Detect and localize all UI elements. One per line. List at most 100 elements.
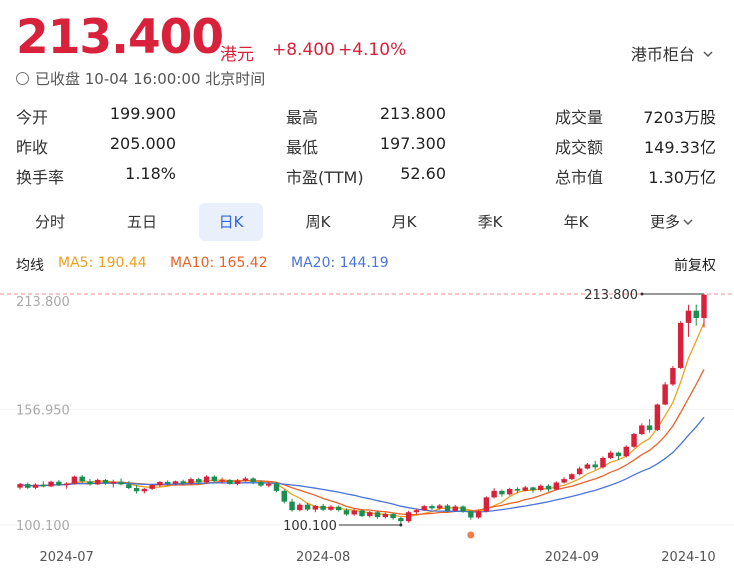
- stat-value-low: 197.300: [379, 134, 446, 153]
- candle-body: [242, 478, 249, 481]
- candle-body: [359, 510, 365, 517]
- candle-body: [110, 481, 116, 484]
- candle-body: [141, 488, 148, 492]
- candle-body: [219, 479, 225, 481]
- tab-yearly-k[interactable]: 年K: [563, 213, 589, 231]
- ma10-line: [19, 369, 705, 516]
- candle-body: [623, 446, 629, 457]
- stat-label-open: 今开: [16, 108, 49, 127]
- candle-body: [297, 504, 303, 511]
- market-status: 已收盘 10-04 16:00:00 北京时间: [16, 68, 265, 89]
- candle-body: [592, 464, 598, 468]
- candle-body: [382, 514, 389, 518]
- ma5-legend: MA5: 190.44: [58, 255, 147, 271]
- event-marker-dot: [467, 531, 475, 539]
- candle-body: [413, 510, 420, 513]
- candle-body: [48, 481, 54, 487]
- candle-body: [475, 511, 482, 518]
- stat-value-pe-ttm: 52.60: [400, 164, 446, 183]
- counter-select[interactable]: 港币柜台: [631, 41, 714, 65]
- ma10-legend: MA10: 165.42: [170, 255, 268, 271]
- price-change-percent: +4.10%: [338, 40, 407, 60]
- candle-body: [328, 506, 334, 510]
- kline-chart[interactable]: 213.800 156.950 100.100 2024-07 2024-08 2024-…: [0, 282, 734, 577]
- candle-body: [164, 481, 171, 484]
- candle-body: [553, 482, 560, 490]
- candle-body: [149, 485, 155, 489]
- y-tick-label: 100.100: [16, 519, 70, 534]
- candle-body: [79, 476, 85, 482]
- candle-body: [561, 479, 567, 483]
- tab-intraday[interactable]: 分时: [34, 213, 65, 231]
- candle-body: [468, 511, 474, 518]
- tab-daily-k[interactable]: 日K: [199, 203, 263, 241]
- candle-body: [102, 479, 109, 484]
- candle-body: [693, 310, 699, 318]
- candle-body: [429, 506, 435, 509]
- candle-body: [312, 505, 319, 510]
- ma-label: 均线: [16, 258, 44, 274]
- candle-body: [437, 505, 443, 509]
- candle-body: [172, 481, 179, 484]
- candle-body: [95, 479, 101, 485]
- candle-body: [273, 483, 280, 491]
- candle-body: [289, 501, 295, 511]
- y-tick-label: 213.800: [16, 295, 70, 310]
- candle-body: [227, 479, 233, 484]
- stat-label-low: 最低: [286, 138, 319, 157]
- x-tick-label: 2024-09: [545, 550, 599, 565]
- candle-body: [639, 425, 645, 434]
- tab-weekly-k[interactable]: 周K: [305, 213, 331, 231]
- y-tick-label: 156.950: [16, 404, 70, 419]
- stat-value-turnover-rate: 1.18%: [125, 164, 176, 183]
- stat-value-high: 213.800: [379, 104, 446, 123]
- last-price: 213.400: [16, 10, 224, 65]
- tab-more[interactable]: 更多: [640, 203, 704, 241]
- x-tick-label: 2024-08: [296, 550, 350, 565]
- stat-label-turnover: 成交额: [555, 138, 604, 157]
- clock-icon: [16, 72, 29, 85]
- stat-label-market-cap: 总市值: [555, 168, 604, 187]
- price-change: +8.400: [272, 40, 335, 60]
- candle-body: [281, 490, 287, 502]
- stat-label-pe-ttm: 市盈(TTM): [286, 168, 364, 187]
- candle-body: [654, 404, 661, 430]
- stat-value-open: 199.900: [109, 104, 176, 123]
- stat-value-market-cap: 1.30万亿: [648, 168, 716, 187]
- candle-body: [335, 506, 342, 511]
- candle-body: [545, 485, 552, 490]
- tab-more-label: 更多: [649, 213, 680, 231]
- high-marker-label: 213.800: [584, 288, 638, 303]
- period-tabs: 分时 五日 日K 周K 月K 季K 年K 更多: [0, 203, 734, 241]
- candle-body: [32, 484, 39, 488]
- tab-monthly-k[interactable]: 月K: [391, 213, 417, 231]
- candle-body: [608, 452, 614, 458]
- candle-body: [367, 512, 373, 517]
- low-marker-dot: [399, 523, 403, 527]
- tab-quarterly-k[interactable]: 季K: [477, 213, 503, 231]
- chevron-down-icon: [683, 219, 693, 225]
- adjust-mode[interactable]: 前复权: [674, 258, 716, 274]
- candle-body: [483, 497, 490, 512]
- x-tick-label: 2024-10: [661, 550, 715, 565]
- candle-body: [196, 479, 202, 483]
- candle-body: [266, 483, 272, 486]
- counter-select-label: 港币柜台: [630, 45, 695, 64]
- candle-body: [180, 481, 186, 484]
- candle-body: [25, 484, 31, 488]
- candle-body: [514, 489, 521, 491]
- stat-value-prev-close: 205.000: [109, 134, 176, 153]
- candle-body: [234, 480, 241, 484]
- candle-body: [304, 504, 311, 510]
- stat-label-turnover-rate: 换手率: [16, 168, 65, 187]
- tab-five-day[interactable]: 五日: [126, 213, 157, 231]
- candle-body: [646, 425, 653, 430]
- candle-body: [211, 476, 218, 481]
- candle-body: [320, 505, 326, 510]
- candle-body: [118, 481, 124, 485]
- chevron-down-icon: [703, 51, 713, 57]
- candle-body: [499, 490, 505, 495]
- stat-label-volume: 成交量: [555, 108, 604, 127]
- candle-body: [600, 457, 606, 468]
- candle-body: [188, 479, 194, 484]
